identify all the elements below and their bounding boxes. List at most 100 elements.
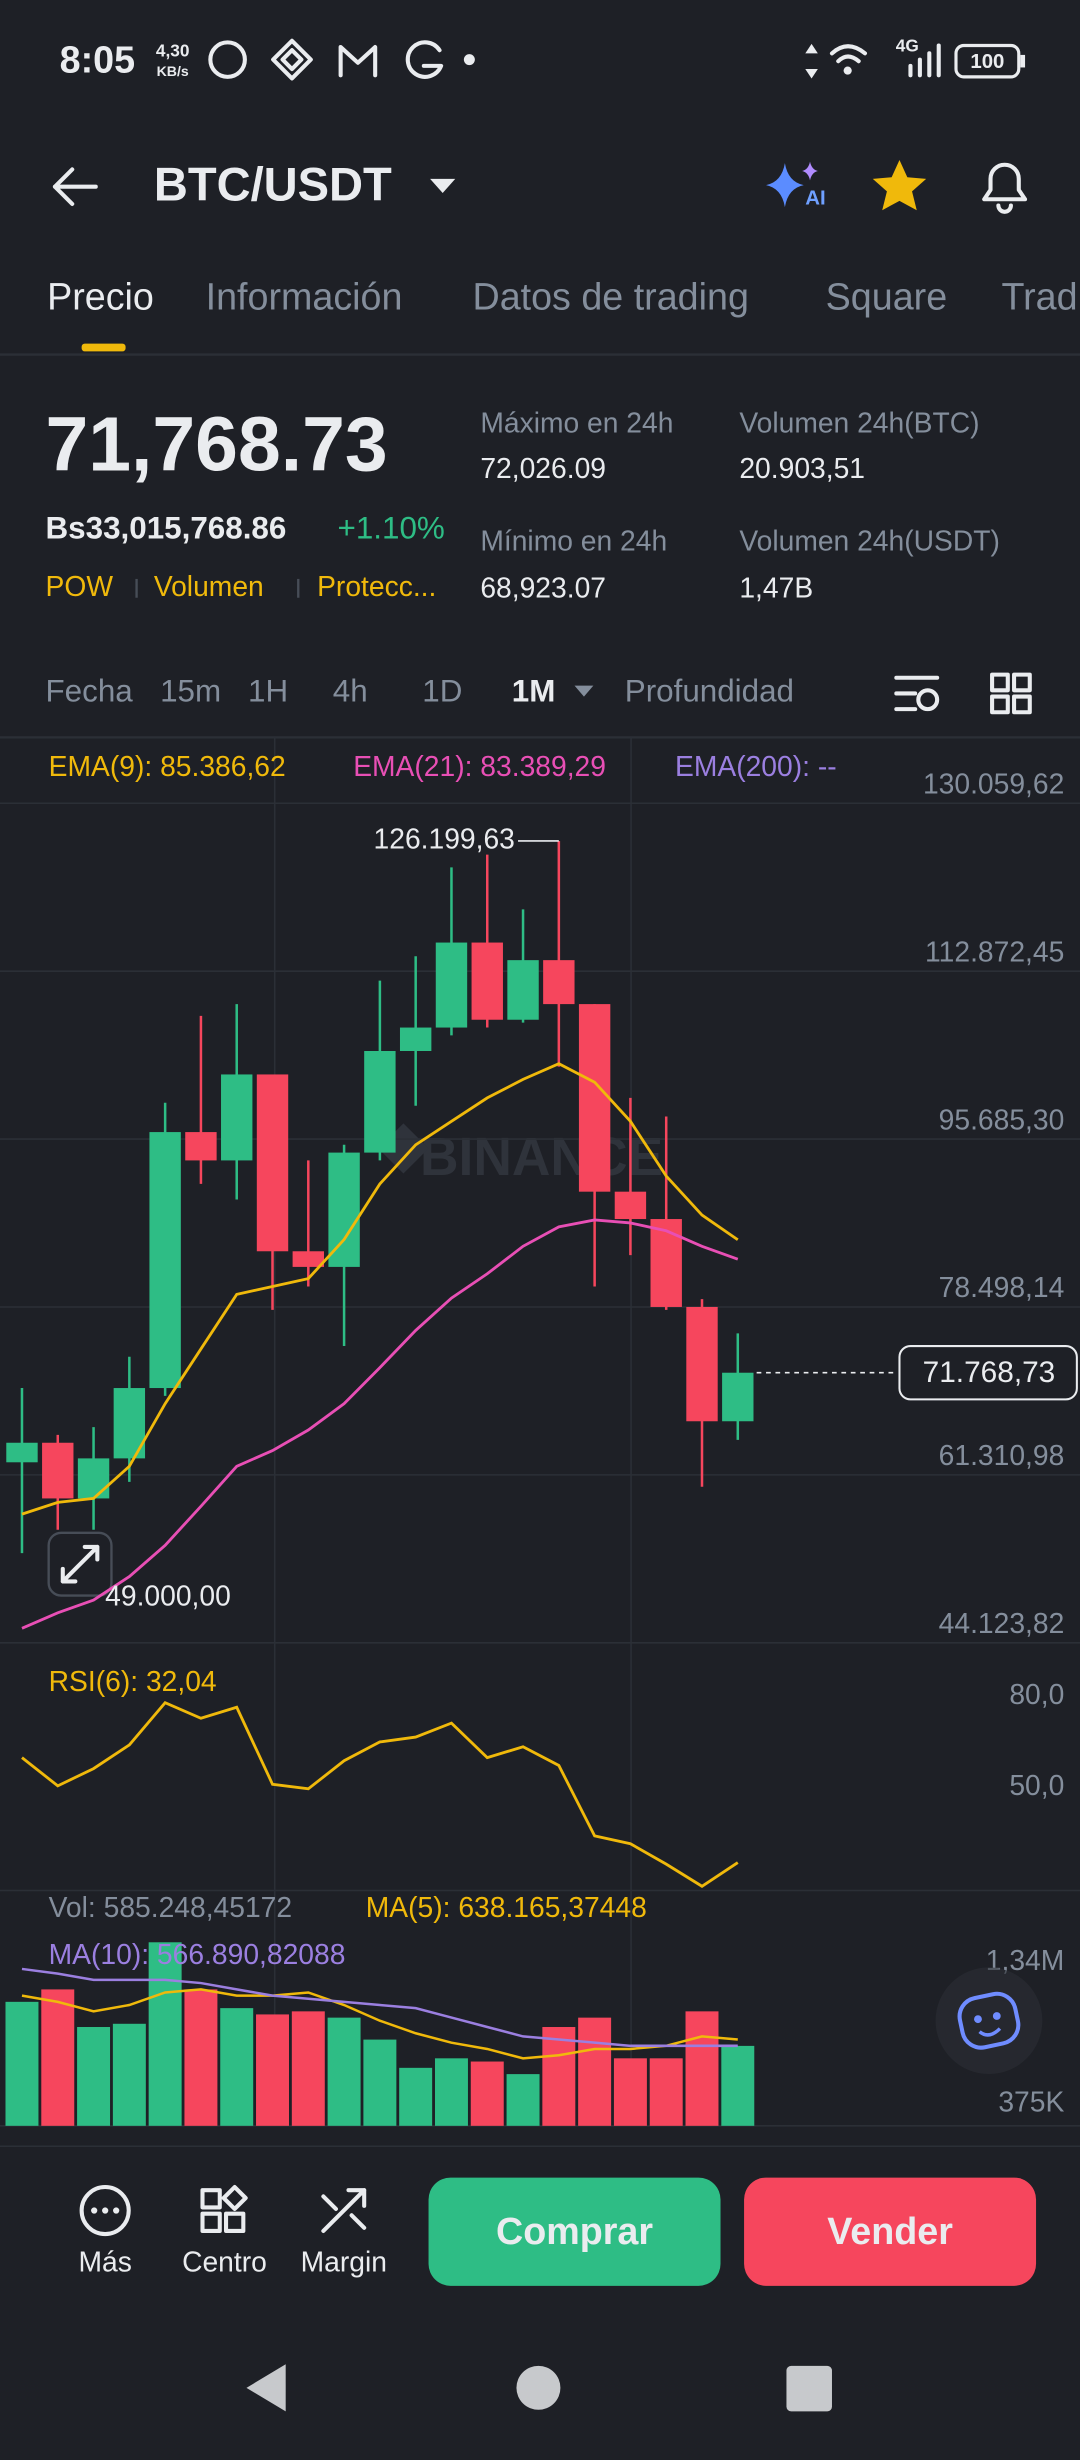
sell-label[interactable]: Vender — [827, 2210, 953, 2252]
battery-level: 100 — [970, 51, 1004, 73]
volume-bar — [721, 2045, 755, 2126]
tag[interactable]: Protecc... — [317, 570, 436, 602]
assistant-eye — [974, 2015, 982, 2024]
indicator-legend: EMA(9): 85.386,62 — [49, 750, 286, 782]
volume-bar — [41, 1989, 75, 2126]
nav-recents[interactable] — [786, 2365, 832, 2412]
back-button[interactable] — [52, 167, 98, 206]
more-dot — [113, 2207, 120, 2214]
y-tick-label: 80,0 — [1009, 1678, 1064, 1710]
action-label[interactable]: Margin — [301, 2245, 387, 2277]
action-label[interactable]: Más — [78, 2245, 131, 2277]
ma-line — [21, 1988, 738, 2060]
timeframe[interactable]: Profundidad — [625, 674, 794, 709]
candle-body — [42, 1442, 74, 1499]
center-icon[interactable] — [200, 2184, 248, 2233]
assistant-button[interactable] — [935, 1967, 1043, 2075]
timeframe[interactable]: 4h — [333, 674, 368, 709]
indicator-legend: EMA(200): -- — [675, 750, 837, 782]
sell-button[interactable] — [744, 2177, 1037, 2286]
candle-body — [185, 1132, 217, 1161]
volume-bar — [506, 2074, 540, 2126]
candle-body — [256, 1074, 289, 1252]
pair-title[interactable]: BTC/USDT — [154, 158, 392, 211]
timeframe[interactable]: 1H — [248, 674, 288, 709]
clock: 8:05 — [60, 39, 135, 81]
price-change: +1.10% — [338, 511, 445, 546]
tab-active[interactable]: Precio — [47, 276, 154, 318]
buy-label[interactable]: Comprar — [496, 2210, 653, 2252]
nav-back[interactable] — [246, 2364, 286, 2412]
volume-bar — [542, 2027, 576, 2126]
tab-indicator — [81, 343, 126, 352]
margin-icon[interactable] — [321, 2188, 367, 2233]
stat-label: Máximo en 24h — [480, 407, 673, 439]
timeframe-active[interactable]: 1M — [512, 674, 556, 709]
buy-button[interactable] — [428, 2177, 721, 2286]
candle-body — [614, 1191, 647, 1220]
candle-body — [328, 1152, 360, 1267]
tag[interactable]: POW — [46, 570, 114, 602]
nav-home[interactable] — [516, 2365, 561, 2410]
y-tick-label: 375K — [998, 2085, 1064, 2117]
assistant-face — [957, 1991, 1021, 2050]
last-price-box — [898, 1345, 1078, 1401]
alert-bell[interactable] — [982, 162, 1028, 214]
layout-button[interactable] — [990, 672, 1032, 715]
more-dot — [102, 2207, 109, 2214]
favorite-star[interactable] — [872, 160, 927, 211]
stat-value: 1,47B — [739, 571, 813, 603]
candle-body — [650, 1219, 682, 1307]
timeframe[interactable]: 15m — [160, 674, 221, 709]
more-icon[interactable] — [79, 2184, 131, 2237]
timeframe-dropdown[interactable] — [574, 685, 594, 697]
last-price: 71,768.73 — [46, 402, 388, 488]
candle-body — [435, 942, 468, 1028]
header: BTC/USDT AI — [52, 158, 1028, 214]
y-tick-label: 130.059,62 — [923, 767, 1064, 799]
candle-body — [471, 942, 503, 1020]
tab[interactable]: Trad — [1002, 276, 1078, 318]
indicator-legend: Vol: 585.248,45172 — [49, 1891, 292, 1923]
volume-bar — [220, 2008, 254, 2126]
volume-bar — [434, 2058, 468, 2126]
price-summary: 71,768.73 Bs33,015,768.86 +1.10% POW Vol… — [46, 402, 1000, 604]
timeframe[interactable]: 1D — [422, 674, 462, 709]
volume-bar — [327, 2017, 361, 2126]
status-bar: 8:05 4,30 KB/s 4G 100 — [60, 36, 1026, 81]
tab[interactable]: Información — [206, 276, 403, 318]
tab[interactable]: Datos de trading — [473, 276, 749, 318]
assistant-smile — [978, 2027, 1002, 2037]
low-marker-label: 49.000,00 — [105, 1580, 231, 1612]
candle-body — [722, 1372, 754, 1422]
indicator-legend: RSI(6): 32,04 — [49, 1665, 217, 1697]
gmail-icon — [338, 45, 378, 78]
y-tick-label: 95.685,30 — [939, 1103, 1065, 1135]
rsi-line — [21, 1700, 739, 1888]
volume-bar — [5, 2001, 39, 2126]
tab[interactable]: Square — [826, 276, 947, 318]
expand-icon — [60, 1544, 100, 1584]
net-speed-unit: KB/s — [157, 63, 189, 79]
candle-body — [578, 1004, 611, 1192]
tabs: Precio Información Datos de trading Squa… — [0, 276, 1080, 356]
indicator-settings-gear — [916, 688, 940, 712]
volume-bar — [470, 2061, 504, 2126]
ai-sparkle-small — [802, 161, 818, 181]
tag[interactable]: Volumen — [154, 570, 264, 602]
action-label[interactable]: Centro — [182, 2245, 267, 2277]
pair-dropdown[interactable] — [430, 178, 456, 193]
battery-tip — [1020, 54, 1026, 68]
timeframe[interactable]: Fecha — [46, 674, 134, 709]
ema-line — [21, 1218, 739, 1630]
ai-sparkle[interactable] — [766, 163, 804, 208]
watermark: BINANCE — [420, 1128, 663, 1187]
high-marker-label: 126.199,63 — [374, 822, 515, 854]
stat-value: 20.903,51 — [739, 452, 865, 484]
assistant-bg — [935, 1967, 1043, 2075]
assistant-eye — [992, 2012, 1001, 2020]
volume-bar — [578, 2017, 612, 2126]
indicator-settings[interactable] — [894, 675, 940, 712]
